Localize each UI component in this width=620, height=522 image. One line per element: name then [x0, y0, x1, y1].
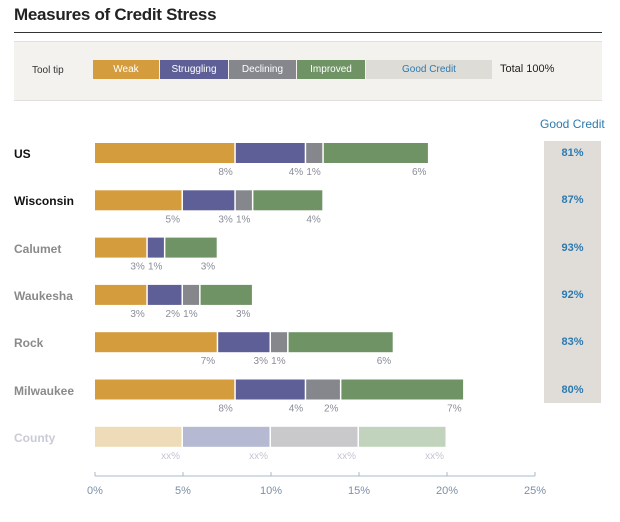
bar-wisconsin-struggling: [183, 190, 235, 211]
row-label-wisconsin: Wisconsin: [14, 194, 74, 209]
x-tick-label-20: 20%: [436, 485, 458, 497]
data-label-rock-weak: 7%: [201, 356, 216, 367]
data-label-rock-struggling: 3%: [254, 356, 269, 367]
data-label-us-weak: 8%: [218, 167, 233, 178]
data-label-waukesha-weak: 3%: [130, 309, 145, 320]
row-label-waukesha: Waukesha: [14, 288, 73, 303]
row-label-us: US: [14, 147, 31, 161]
data-label-milwaukee-improved: 7%: [447, 404, 462, 415]
data-label-county-weak: xx%: [161, 451, 180, 462]
good-credit-header: Good Credit: [540, 117, 605, 131]
legend-struggling[interactable]: Struggling: [160, 60, 228, 79]
row-label-county: County: [14, 430, 56, 445]
bar-county-struggling: [183, 426, 270, 447]
bar-waukesha-improved: [200, 284, 252, 305]
legend-good-credit[interactable]: Good Credit: [366, 60, 492, 79]
bar-rock-weak: [95, 332, 217, 353]
data-label-calumet-improved: 3%: [201, 262, 216, 273]
data-label-milwaukee-struggling: 4%: [289, 404, 304, 415]
data-label-calumet-weak: 3%: [130, 262, 145, 273]
bar-us-weak: [95, 143, 235, 163]
bar-waukesha-declining: [183, 284, 200, 305]
legend-weak[interactable]: Weak: [93, 60, 159, 79]
good-credit-panel: [544, 141, 601, 403]
data-label-rock-declining: 1%: [271, 356, 286, 367]
data-label-us-improved: 6%: [412, 167, 427, 178]
x-tick-label-15: 15%: [348, 485, 370, 497]
data-label-us-struggling: 4%: [289, 167, 304, 178]
bar-us-improved: [323, 143, 428, 163]
data-label-us-declining: 1%: [306, 167, 321, 178]
legend-declining[interactable]: Declining: [229, 60, 296, 79]
x-tick-label-5: 5%: [175, 485, 191, 497]
data-label-county-struggling: xx%: [249, 451, 268, 462]
good-credit-value-calumet: 93%: [561, 241, 584, 254]
bar-us-struggling: [235, 143, 305, 163]
data-label-calumet-struggling: 1%: [148, 262, 163, 273]
row-label-calumet: Calumet: [14, 241, 62, 256]
data-label-waukesha-improved: 3%: [236, 309, 251, 320]
row-label-rock: Rock: [14, 336, 44, 351]
bar-calumet-weak: [95, 237, 147, 258]
bar-waukesha-struggling: [147, 284, 182, 305]
bar-wisconsin-weak: [95, 190, 182, 211]
data-label-milwaukee-weak: 8%: [218, 404, 233, 415]
bar-wisconsin-improved: [253, 190, 323, 211]
bar-milwaukee-weak: [95, 379, 235, 400]
bar-rock-declining: [271, 332, 288, 353]
x-tick-label-25: 25%: [524, 485, 546, 497]
data-label-waukesha-declining: 1%: [183, 309, 198, 320]
bar-waukesha-weak: [95, 284, 147, 305]
data-label-milwaukee-declining: 2%: [324, 404, 339, 415]
bar-county-weak: [95, 426, 182, 447]
good-credit-value-milwaukee: 80%: [561, 383, 584, 396]
bar-wisconsin-declining: [235, 190, 252, 211]
good-credit-value-waukesha: 92%: [561, 288, 584, 301]
data-label-wisconsin-struggling: 3%: [218, 214, 233, 225]
bar-rock-struggling: [218, 332, 270, 353]
x-tick-label-0: 0%: [87, 485, 103, 497]
data-label-wisconsin-declining: 1%: [236, 214, 251, 225]
page-title: Measures of Credit Stress: [14, 5, 217, 24]
bar-rock-improved: [288, 332, 393, 353]
row-label-milwaukee: Milwaukee: [14, 383, 75, 398]
data-label-wisconsin-weak: 5%: [166, 214, 181, 225]
bar-milwaukee-improved: [341, 379, 464, 400]
x-tick-label-10: 10%: [260, 485, 282, 497]
data-label-waukesha-struggling: 2%: [166, 309, 181, 320]
bar-us-declining: [306, 143, 323, 163]
data-label-rock-improved: 6%: [377, 356, 392, 367]
legend-label: Tool tip: [32, 65, 64, 76]
title-divider: [14, 32, 602, 33]
data-label-county-declining: xx%: [337, 451, 356, 462]
good-credit-value-wisconsin: 87%: [561, 194, 584, 207]
bar-county-improved: [359, 426, 446, 447]
bar-calumet-struggling: [147, 237, 164, 258]
bar-milwaukee-declining: [306, 379, 340, 400]
data-label-wisconsin-improved: 4%: [306, 214, 321, 225]
good-credit-value-us: 81%: [561, 147, 584, 159]
data-label-county-improved: xx%: [425, 451, 444, 462]
legend-improved[interactable]: Improved: [297, 60, 365, 79]
bar-county-declining: [271, 426, 358, 447]
bar-calumet-improved: [165, 237, 217, 258]
legend-total: Total 100%: [500, 63, 555, 75]
good-credit-value-rock: 83%: [561, 336, 584, 349]
bar-milwaukee-struggling: [235, 379, 305, 400]
